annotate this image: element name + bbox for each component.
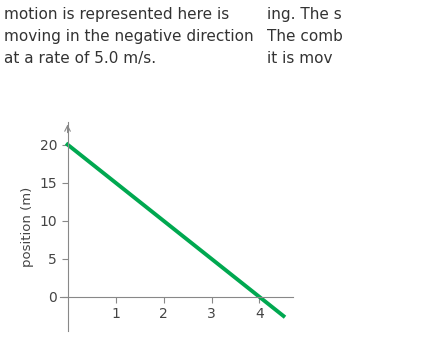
Text: motion is represented here is
moving in the negative direction
at a rate of 5.0 : motion is represented here is moving in … bbox=[4, 7, 253, 66]
Y-axis label: position (m): position (m) bbox=[21, 186, 34, 267]
Text: ing. The s
The comb
it is mov: ing. The s The comb it is mov bbox=[267, 7, 342, 66]
